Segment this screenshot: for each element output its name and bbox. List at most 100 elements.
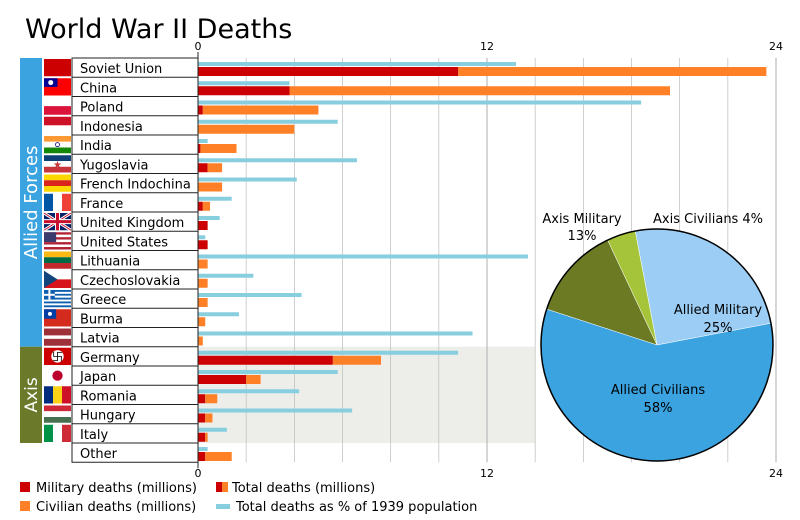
group-band — [20, 346, 42, 443]
bar-percent — [198, 62, 516, 66]
yugoslavia-flag-icon: ★ — [44, 155, 71, 173]
bar-percent — [198, 100, 642, 105]
us-flag-icon — [44, 232, 71, 250]
bar-civilian — [198, 298, 208, 307]
bar-military — [198, 375, 247, 384]
pie-label: Axis Civilians 4% — [653, 212, 763, 227]
bar-civilian — [289, 86, 671, 96]
bar-military — [198, 432, 206, 442]
pie-outline — [540, 228, 774, 462]
legend-swatch-total — [216, 482, 228, 492]
bar-percent — [198, 331, 473, 336]
bar-civilian — [202, 105, 319, 115]
india-flag-icon — [44, 136, 71, 154]
bar-civilian — [200, 144, 237, 153]
group-band — [20, 58, 42, 347]
bar-civilian — [205, 432, 208, 442]
bar-civilian — [198, 182, 223, 192]
poland-flag-icon — [44, 97, 71, 115]
category-label: Hungary — [80, 409, 136, 424]
italy-flag-icon — [44, 424, 71, 442]
bar-percent — [198, 389, 300, 394]
bar-civilian — [246, 375, 261, 384]
bar-military — [198, 355, 333, 365]
bar-military — [198, 201, 203, 211]
bar-percent — [198, 293, 302, 297]
romania-flag-icon — [44, 386, 71, 404]
bar-percent — [198, 254, 528, 259]
bar-percent — [198, 139, 208, 143]
pie-slice-label: Axis Military — [542, 212, 622, 227]
category-label: Greece — [80, 293, 126, 308]
label-column — [71, 57, 199, 463]
bar-military — [198, 452, 206, 461]
bar-civilian — [198, 336, 203, 346]
pie-slice-percent: 25% — [704, 321, 733, 336]
x-tick-label: 24 — [769, 467, 783, 480]
bar-civilian — [205, 413, 213, 423]
bar-military — [198, 144, 201, 153]
category-label: French Indochina — [80, 178, 191, 193]
x-tick-label: 12 — [480, 40, 494, 53]
bar-military — [198, 240, 208, 250]
latvia-flag-icon — [44, 328, 71, 346]
greece-flag-icon — [44, 290, 71, 308]
x-tick-label: 24 — [769, 40, 783, 53]
bar-percent — [198, 447, 208, 451]
category-label: Poland — [80, 101, 123, 116]
category-label: India — [80, 139, 112, 154]
category-label: China — [80, 81, 117, 96]
burma-flag-icon — [44, 309, 71, 327]
bar-military — [198, 105, 203, 115]
category-label: United States — [80, 235, 168, 250]
lithuania-flag-icon — [44, 251, 71, 269]
bar-military — [198, 67, 459, 76]
category-label: Indonesia — [80, 120, 143, 135]
group-label: Axis — [22, 377, 42, 412]
bar-percent — [198, 196, 232, 201]
category-label: Czechoslovakia — [80, 274, 180, 289]
indonesia-flag-icon — [44, 116, 71, 134]
x-tick-label: 0 — [195, 40, 202, 53]
french-indochina-flag-icon — [44, 174, 71, 192]
bar-percent — [198, 273, 254, 278]
category-label: Yugoslavia — [79, 158, 149, 173]
legend-label: Civilian deaths (millions) — [36, 500, 196, 515]
bar-percent — [198, 312, 239, 317]
bar-civilian — [458, 67, 767, 76]
pie-slice-percent: 58% — [644, 401, 673, 416]
bar-civilian — [198, 317, 206, 327]
hungary-flag-icon — [44, 405, 71, 423]
france-flag-icon — [44, 193, 71, 211]
bar-percent — [198, 177, 297, 182]
group-label: Allied Forces — [21, 146, 42, 260]
bar-percent — [198, 158, 357, 163]
legend-swatch-percent — [216, 504, 230, 509]
svg-text:卐: 卐 — [52, 350, 63, 363]
bar-civilian — [198, 259, 208, 269]
bar-civilian — [202, 201, 211, 211]
roc-flag-icon — [44, 78, 71, 96]
bar-civilian — [332, 355, 382, 365]
pie-slice-label: Allied Civilians — [611, 383, 706, 398]
category-label: Burma — [80, 312, 123, 327]
x-tick-label: 12 — [480, 467, 494, 480]
pie-slice-percent: 13% — [568, 229, 597, 244]
category-label: Other — [80, 447, 118, 462]
category-label: Japan — [79, 370, 116, 385]
bar-percent — [198, 370, 338, 374]
bar-civilian — [205, 394, 218, 404]
category-label: France — [80, 197, 123, 212]
category-label: Soviet Union — [80, 62, 162, 77]
bar-civilian — [207, 163, 223, 173]
bar-military — [198, 394, 206, 404]
legend-label: Total deaths (millions) — [231, 481, 375, 496]
chart-title: World War II Deaths — [25, 14, 292, 45]
category-label: Lithuania — [80, 255, 140, 270]
legend-swatch-military — [20, 482, 30, 492]
bar-percent — [198, 427, 227, 432]
soviet-flag-icon — [44, 59, 71, 77]
legend-label: Military deaths (millions) — [36, 481, 197, 496]
bar-military — [198, 86, 290, 96]
